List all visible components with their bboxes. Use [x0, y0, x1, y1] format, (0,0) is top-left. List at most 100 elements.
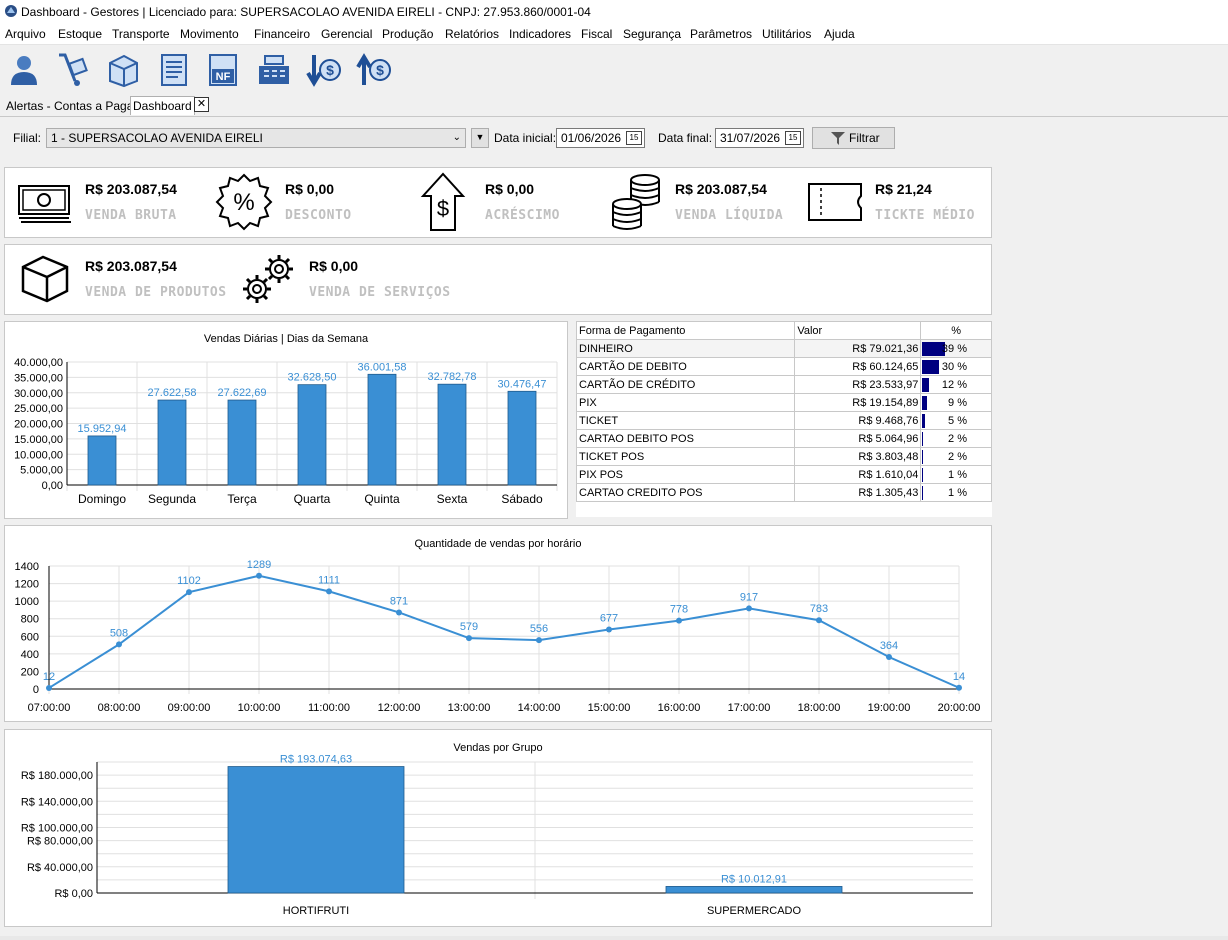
data-label: 15.952,94: [78, 423, 127, 435]
table-row[interactable]: TICKET R$ 9.468,76 5 %: [575, 411, 992, 430]
table-row[interactable]: CARTÃO DE CRÉDITO R$ 23.533,97 12 %: [575, 375, 992, 394]
data-inicial-field[interactable]: 01/06/2026 15: [556, 128, 645, 148]
menu-estoque[interactable]: Estoque: [58, 27, 103, 41]
pct-bar: [922, 432, 924, 446]
y-tick-label: 25.000,00: [14, 403, 63, 415]
x-tick-label: 11:00:00: [308, 702, 350, 714]
x-tick-label: 09:00:00: [168, 702, 211, 714]
table-row[interactable]: CARTÃO DE DEBITO R$ 60.124,65 30 %: [575, 357, 992, 376]
ticket-medio-caption: TICKTE MÉDIO: [875, 208, 975, 223]
data-label: R$ 10.012,91: [721, 873, 787, 885]
menu-financeiro[interactable]: Financeiro: [254, 27, 311, 41]
payment-value: R$ 60.124,65: [794, 357, 922, 376]
y-tick-label: R$ 100.000,00: [21, 823, 93, 835]
tab-dashboard[interactable]: Dashboard: [130, 96, 195, 115]
table-empty-area: [576, 502, 992, 517]
bar: [227, 399, 257, 486]
close-tab-icon[interactable]: ✕: [194, 97, 209, 112]
documents-button[interactable]: [154, 51, 192, 89]
svg-text:$: $: [437, 196, 449, 221]
y-tick-label: R$ 40.000,00: [27, 862, 93, 874]
payment-value: R$ 19.154,89: [794, 393, 922, 412]
calendar-icon[interactable]: 15: [626, 131, 642, 145]
menu-transporte[interactable]: Transporte: [112, 27, 170, 41]
y-tick-label: 400: [21, 649, 39, 661]
data-label: 12: [43, 671, 55, 683]
table-row[interactable]: PIX POS R$ 1.610,04 1 %: [575, 465, 992, 484]
y-tick-label: 40.000,00: [14, 357, 63, 369]
stock-button[interactable]: [104, 51, 142, 89]
menu-ajuda[interactable]: Ajuda: [824, 27, 855, 41]
filter-button-label: Filtrar: [849, 131, 880, 145]
pct-text: 1 %: [948, 468, 967, 481]
calendar-icon[interactable]: 15: [785, 131, 801, 145]
data-point: [536, 637, 542, 644]
nf-icon: NF: [209, 54, 237, 86]
filial-label: Filial:: [13, 131, 42, 145]
venda-bruta-value: R$ 203.087,54: [85, 181, 177, 197]
ticket-icon: [808, 183, 862, 221]
table-row[interactable]: PIX R$ 19.154,89 9 %: [575, 393, 992, 412]
y-tick-label: 20.000,00: [14, 419, 63, 431]
data-point: [46, 684, 52, 691]
data-final-value: 31/07/2026: [720, 131, 781, 145]
menu-movimento[interactable]: Movimento: [180, 27, 239, 41]
window-title: Dashboard - Gestores | Licenciado para: …: [21, 5, 591, 19]
table-row[interactable]: DINHEIRO R$ 79.021,36 39 %: [575, 339, 992, 358]
kpi-panel-sales: R$ 203.087,54 VENDA BRUTA % R$ 0,00 DESC…: [4, 167, 992, 238]
table-header-row: Forma de Pagamento Valor %: [575, 321, 992, 340]
x-tick-label: 18:00:00: [798, 702, 841, 714]
tab-alertas[interactable]: Alertas - Contas a Pagar: [6, 99, 138, 113]
data-label: 1111: [318, 574, 340, 586]
payment-pct-cell: 1 %: [920, 465, 992, 484]
menu-fiscal[interactable]: Fiscal: [581, 27, 613, 41]
menu-parametros[interactable]: Parâmetros: [690, 27, 753, 41]
x-tick-label: 07:00:00: [28, 702, 71, 714]
data-label: 32.628,50: [288, 372, 337, 384]
payment-value: R$ 3.803,48: [794, 447, 922, 466]
receivables-button[interactable]: $: [354, 51, 392, 89]
venda-servicos-value: R$ 0,00: [309, 258, 359, 274]
data-point: [746, 605, 752, 612]
menu-seguranca[interactable]: Segurança: [623, 27, 682, 41]
col-header-pct[interactable]: %: [920, 321, 992, 340]
transport-button[interactable]: [55, 51, 93, 89]
cash-icon: [18, 185, 71, 223]
data-final-field[interactable]: 31/07/2026 15: [715, 128, 804, 148]
data-label: 32.782,78: [428, 371, 477, 383]
venda-bruta-caption: VENDA BRUTA: [85, 208, 177, 223]
menu-arquivo[interactable]: Arquivo: [5, 27, 46, 41]
cash-register-button[interactable]: [255, 51, 293, 89]
payment-pct-cell: 9 %: [920, 393, 992, 412]
filial-value: 1 - SUPERSACOLAO AVENIDA EIRELI: [51, 131, 263, 145]
venda-liquida-caption: VENDA LÍQUIDA: [675, 208, 784, 223]
menu-indicadores[interactable]: Indicadores: [509, 27, 572, 41]
nf-button[interactable]: NF: [204, 51, 242, 89]
data-label: 677: [600, 613, 618, 625]
table-row[interactable]: CARTAO DEBITO POS R$ 5.064,96 2 %: [575, 429, 992, 448]
filial-dropdown-button[interactable]: ▼: [471, 128, 489, 148]
table-row[interactable]: TICKET POS R$ 3.803,48 2 %: [575, 447, 992, 466]
kpi-panel-products: R$ 203.087,54 VENDA DE PRODUTOS R$ 0,00 …: [4, 244, 992, 315]
menu-utilitarios[interactable]: Utilitários: [762, 27, 812, 41]
series-line: [48, 574, 960, 689]
data-label: 364: [880, 640, 898, 652]
user-icon: [11, 56, 37, 85]
menu-bar: Arquivo Estoque Transporte Movimento Fin…: [0, 24, 1228, 44]
user-button[interactable]: [5, 51, 43, 89]
table-row[interactable]: CARTAO CREDITO POS R$ 1.305,43 1 %: [575, 483, 992, 502]
menu-producao[interactable]: Produção: [382, 27, 434, 41]
col-header-valor[interactable]: Valor: [794, 321, 922, 340]
svg-text:NF: NF: [216, 71, 231, 83]
col-header-forma[interactable]: Forma de Pagamento: [575, 321, 796, 340]
menu-relatorios[interactable]: Relatórios: [445, 27, 500, 41]
payment-name: PIX: [575, 393, 796, 412]
filial-select[interactable]: 1 - SUPERSACOLAO AVENIDA EIRELI ⌄: [46, 128, 466, 148]
filter-button[interactable]: Filtrar: [812, 127, 895, 149]
y-tick-label: 800: [21, 614, 39, 626]
payables-button[interactable]: $: [304, 51, 342, 89]
venda-servicos-caption: VENDA DE SERVIÇOS: [309, 285, 451, 300]
y-tick-label: R$ 180.000,00: [21, 770, 93, 782]
data-point: [396, 609, 402, 616]
menu-gerencial[interactable]: Gerencial: [321, 27, 373, 41]
